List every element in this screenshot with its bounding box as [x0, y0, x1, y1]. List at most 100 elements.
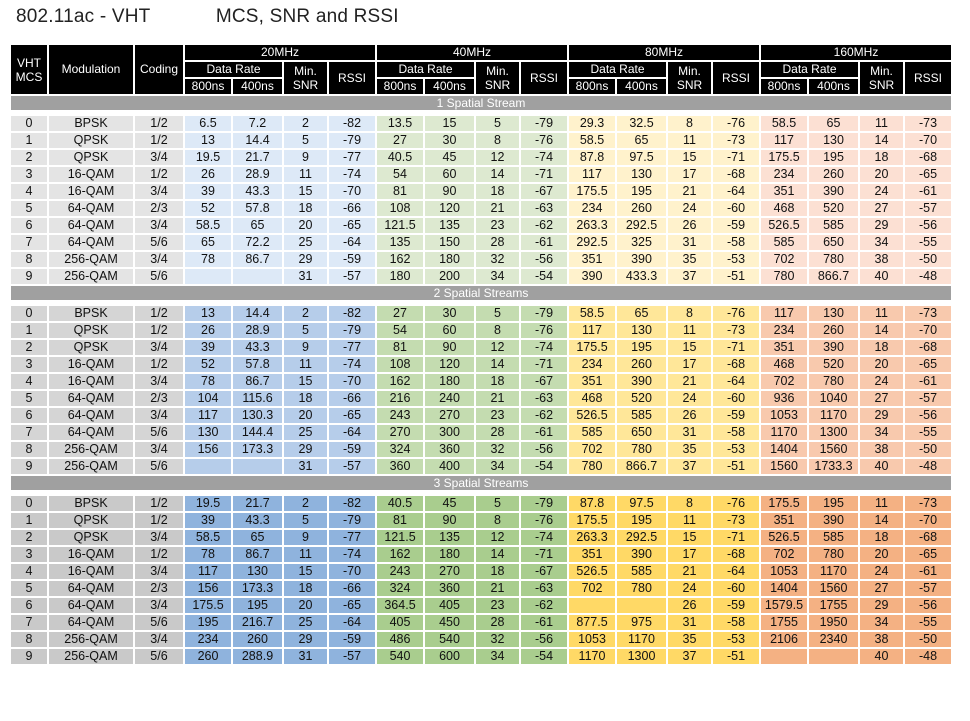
rate-800ns-cell-20: 117 [185, 564, 231, 579]
rssi-cell-20: -70 [329, 184, 375, 199]
table-row: 1 QPSK 1/2 39 43.3 5 -79 81 90 8 -76 175.5 195 11 -73 3… [11, 513, 951, 528]
rate-800ns-cell-80: 702 [569, 442, 615, 457]
table-row: 0 BPSK 1/2 19.5 21.7 2 -82 40.5 45 5 -79 87.8 97.5 8-… [11, 496, 951, 511]
rate-800ns-cell-160: 702 [761, 547, 807, 562]
rssi-cell-40: -79 [521, 116, 567, 131]
rate-400ns-cell-80: 65 [617, 133, 666, 148]
mcs-cell: 1 [11, 323, 47, 338]
rate-800ns-cell-20: 13 [185, 133, 231, 148]
rssi-cell-40: -71 [521, 167, 567, 182]
coding-cell: 3/4 [135, 598, 183, 613]
rate-800ns-cell-80: 263.3 [569, 218, 615, 233]
rate-400ns-cell-20: 65 [233, 218, 282, 233]
coding-cell: 3/4 [135, 374, 183, 389]
min-snr-cell-20: 9 [284, 530, 327, 545]
coding-cell: 3/4 [135, 564, 183, 579]
rate-800ns-cell-40: 54 [377, 167, 423, 182]
min-snr-cell-20: 2 [284, 496, 327, 511]
rssi-cell-20: -65 [329, 408, 375, 423]
rate-800ns-cell-80: 87.8 [569, 150, 615, 165]
rssi-cell-40: -71 [521, 547, 567, 562]
rate-800ns-cell-40: 405 [377, 615, 423, 630]
table-row: 6 64-QAM 3/4 117 130.3 20 -65 243 270 23 -62 526.5 5… [11, 408, 951, 423]
data-rate-header-80: Data Rate [569, 62, 666, 77]
min-snr-cell-160: 40 [860, 459, 903, 474]
gi-800-header-40: 800ns [377, 79, 423, 94]
min-snr-cell-20: 5 [284, 323, 327, 338]
mcs-cell: 6 [11, 408, 47, 423]
rate-400ns-cell-80: 1170 [617, 632, 666, 647]
rssi-cell-160: -50 [905, 442, 951, 457]
rate-800ns-cell-40: 54 [377, 323, 423, 338]
rate-800ns-cell-160: 468 [761, 357, 807, 372]
rate-400ns-cell-20: 14.4 [233, 306, 282, 321]
rssi-cell-40: -61 [521, 235, 567, 250]
rate-400ns-cell-40: 540 [425, 632, 474, 647]
rssi-cell-160: -48 [905, 269, 951, 284]
min-snr-cell-20: 11 [284, 357, 327, 372]
min-snr-cell-20: 20 [284, 218, 327, 233]
min-snr-cell-80: 15 [668, 340, 711, 355]
rssi-cell-20: -66 [329, 581, 375, 596]
min-snr-cell-80: 8 [668, 496, 711, 511]
rssi-cell-40: -67 [521, 374, 567, 389]
rate-400ns-cell-40: 90 [425, 340, 474, 355]
table-row: 5 64-QAM 2/3 104 115.6 18 -66 216 240 21 -63 468 520… [11, 391, 951, 406]
rate-800ns-cell-40: 162 [377, 252, 423, 267]
rate-800ns-cell-80: 1170 [569, 649, 615, 664]
rssi-cell-80: -68 [713, 547, 759, 562]
coding-cell: 3/4 [135, 530, 183, 545]
gi-800-header-160: 800ns [761, 79, 807, 94]
table-row: 7 64-QAM 5/6 195 216.7 25 -64 405 450 28 -61 877.5 9… [11, 615, 951, 630]
rate-800ns-cell-20: 13 [185, 306, 231, 321]
rssi-cell-160: -70 [905, 133, 951, 148]
modulation-cell: 16-QAM [49, 564, 133, 579]
spatial-stream-label: 3 Spatial Streams [11, 476, 951, 490]
min-snr-cell-160: 40 [860, 269, 903, 284]
table-row: 7 64-QAM 5/6 130 144.4 25 -64 270 300 28 -61 585 650… [11, 425, 951, 440]
rate-800ns-cell-160: 585 [761, 235, 807, 250]
coding-cell: 3/4 [135, 408, 183, 423]
rate-800ns-cell-20: 195 [185, 615, 231, 630]
mcs-cell: 1 [11, 513, 47, 528]
min-snr-cell-20: 2 [284, 116, 327, 131]
rssi-cell-160: -70 [905, 323, 951, 338]
rssi-cell-20: -79 [329, 513, 375, 528]
min-snr-header-40: Min. SNR [476, 62, 519, 94]
rssi-cell-160: -68 [905, 530, 951, 545]
gi-800-header-80: 800ns [569, 79, 615, 94]
min-snr-cell-20: 5 [284, 133, 327, 148]
rate-400ns-cell-160: 130 [809, 133, 858, 148]
coding-cell: 3/4 [135, 218, 183, 233]
min-snr-cell-40: 28 [476, 235, 519, 250]
min-snr-cell-40: 34 [476, 269, 519, 284]
min-snr-cell-40: 32 [476, 252, 519, 267]
spatial-stream-label: 2 Spatial Streams [11, 286, 951, 300]
min-snr-cell-80: 11 [668, 513, 711, 528]
min-snr-cell-20: 2 [284, 306, 327, 321]
rate-800ns-cell-40: 81 [377, 184, 423, 199]
min-snr-cell-80: 21 [668, 374, 711, 389]
mcs-cell: 4 [11, 564, 47, 579]
min-snr-cell-80: 17 [668, 547, 711, 562]
rssi-cell-40: -54 [521, 459, 567, 474]
min-snr-cell-20: 11 [284, 547, 327, 562]
coding-cell: 1/2 [135, 116, 183, 131]
rssi-cell-160: -55 [905, 615, 951, 630]
min-snr-cell-80: 26 [668, 598, 711, 613]
rate-800ns-cell-40: 364.5 [377, 598, 423, 613]
coding-cell: 1/2 [135, 357, 183, 372]
rate-800ns-cell-20: 39 [185, 184, 231, 199]
min-snr-cell-160: 38 [860, 442, 903, 457]
rate-800ns-cell-40: 540 [377, 649, 423, 664]
min-snr-cell-20: 15 [284, 374, 327, 389]
coding-cell: 1/2 [135, 167, 183, 182]
mcs-cell: 6 [11, 218, 47, 233]
rate-800ns-cell-20: 156 [185, 442, 231, 457]
page-title: 802.11ac - VHT MCS, SNR and RSSI [16, 6, 399, 27]
rate-400ns-cell-80: 32.5 [617, 116, 666, 131]
coding-header: Coding [135, 45, 183, 94]
coding-cell: 1/2 [135, 323, 183, 338]
rate-800ns-cell-160: 117 [761, 306, 807, 321]
table-row: 0 BPSK 1/2 13 14.4 2 -82 27 30 5 -79 58.5 65 8 -76 117 1… [11, 306, 951, 321]
